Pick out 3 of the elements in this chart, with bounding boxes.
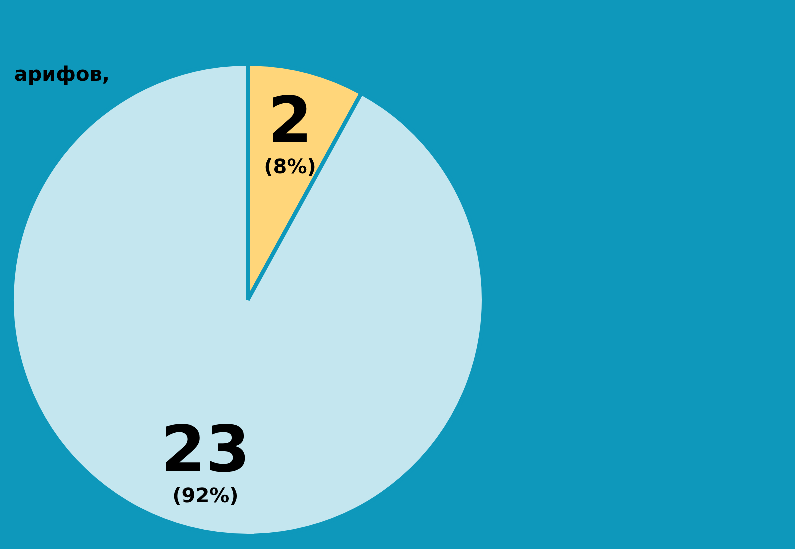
text: 2 (8%) xyxy=(264,84,316,178)
text: 23 (92%) xyxy=(161,414,250,508)
text: арифов, xyxy=(14,62,110,86)
